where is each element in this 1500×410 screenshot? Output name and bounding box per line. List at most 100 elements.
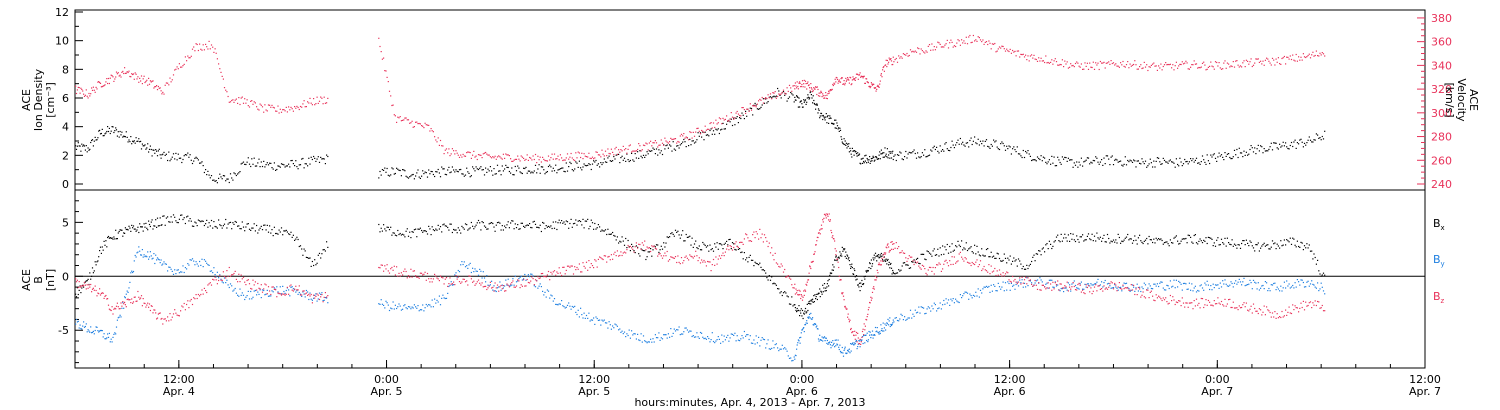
velocity-point — [93, 89, 95, 91]
velocity-point — [1059, 63, 1061, 66]
density-point — [756, 108, 758, 110]
b-bx-point — [1212, 245, 1214, 247]
density-point — [482, 169, 484, 171]
b-by-point — [441, 297, 443, 299]
b-by-point — [455, 272, 457, 274]
b-bz-point — [140, 295, 143, 297]
velocity-point — [245, 102, 247, 104]
b-by-point — [80, 327, 82, 330]
density-point — [827, 115, 829, 117]
density-point — [805, 103, 807, 105]
velocity-point — [820, 90, 822, 92]
b-by-point — [559, 303, 561, 305]
b-bx-point — [977, 251, 979, 253]
velocity-point — [203, 49, 205, 51]
b-by-point — [457, 269, 459, 272]
b-bz-point — [491, 287, 493, 289]
density-point — [1123, 163, 1125, 165]
velocity-point — [1203, 61, 1205, 63]
b-bz-point — [432, 278, 434, 280]
b-bx-point — [785, 292, 787, 294]
b-bx-point — [1285, 244, 1287, 246]
b-by-point — [758, 336, 760, 338]
b-bz-point — [393, 265, 395, 267]
b-bx-point — [1130, 238, 1132, 240]
b-by-point — [836, 343, 838, 345]
b-by-point — [1034, 282, 1036, 284]
b-by-point — [277, 291, 279, 293]
velocity-tick-label: 300 — [1431, 107, 1452, 120]
velocity-point — [460, 154, 462, 156]
velocity-point — [947, 47, 950, 49]
b-by-point — [127, 291, 129, 293]
b-by-point — [901, 314, 903, 317]
density-point — [1048, 159, 1050, 161]
b-bx-point — [266, 224, 268, 226]
b-by-point — [92, 330, 94, 332]
density-point — [177, 153, 179, 155]
velocity-point — [679, 135, 681, 137]
b-by-point — [1021, 279, 1023, 281]
b-by-point — [703, 338, 705, 340]
density-point — [750, 107, 753, 110]
velocity-point — [1230, 65, 1232, 67]
b-bz-point — [149, 309, 151, 312]
b-bx-point — [1004, 257, 1007, 259]
velocity-point — [985, 41, 988, 43]
b-bz-point — [462, 278, 464, 280]
velocity-point — [421, 125, 423, 127]
b-bx-point — [415, 228, 417, 230]
b-by-point — [1279, 290, 1281, 292]
b-bz-point — [91, 288, 94, 290]
velocity-point — [1095, 62, 1097, 64]
density-point — [1169, 159, 1171, 161]
b-by-point — [851, 343, 853, 345]
b-by-point — [172, 273, 175, 275]
density-point — [101, 128, 103, 130]
density-point — [538, 164, 540, 166]
density-point — [405, 175, 407, 177]
velocity-point — [950, 39, 952, 41]
b-by-point — [435, 302, 437, 304]
b-bx-point — [220, 225, 222, 227]
velocity-point — [1128, 67, 1130, 69]
density-point — [98, 130, 100, 132]
b-by-point — [177, 269, 179, 271]
b-bz-point — [186, 303, 188, 306]
density-point — [193, 160, 195, 162]
b-by-point — [449, 284, 451, 286]
velocity-point — [544, 159, 546, 162]
b-bz-point — [196, 297, 198, 300]
velocity-point — [704, 125, 706, 127]
b-by-point — [1318, 290, 1320, 292]
velocity-point — [614, 148, 616, 150]
density-point — [632, 159, 634, 161]
b-bx-point — [81, 287, 83, 289]
velocity-axis-label-line1: ACE — [1467, 89, 1480, 111]
b-bx-point — [869, 262, 871, 264]
density-point — [1026, 152, 1028, 154]
density-point — [810, 91, 812, 93]
velocity-point — [120, 76, 122, 78]
b-by-point — [1148, 283, 1150, 285]
b-by-point — [553, 298, 556, 300]
b-bx-point — [1041, 248, 1043, 250]
velocity-point — [1025, 54, 1027, 56]
density-point — [779, 94, 781, 96]
density-point — [952, 144, 954, 146]
velocity-point — [385, 70, 387, 72]
b-by-point — [889, 325, 891, 328]
b-bx-point — [890, 262, 892, 265]
b-bx-point — [1262, 244, 1264, 246]
b-by-point — [111, 341, 113, 343]
density-point — [245, 163, 247, 166]
b-bx-point — [277, 233, 279, 235]
b-by-point — [955, 298, 957, 300]
density-point — [603, 158, 605, 160]
density-point — [867, 159, 869, 161]
b-by-point — [131, 270, 133, 272]
velocity-point — [1102, 62, 1104, 64]
b-by-point — [114, 332, 116, 334]
velocity-point — [845, 80, 847, 82]
density-point — [1277, 148, 1279, 150]
